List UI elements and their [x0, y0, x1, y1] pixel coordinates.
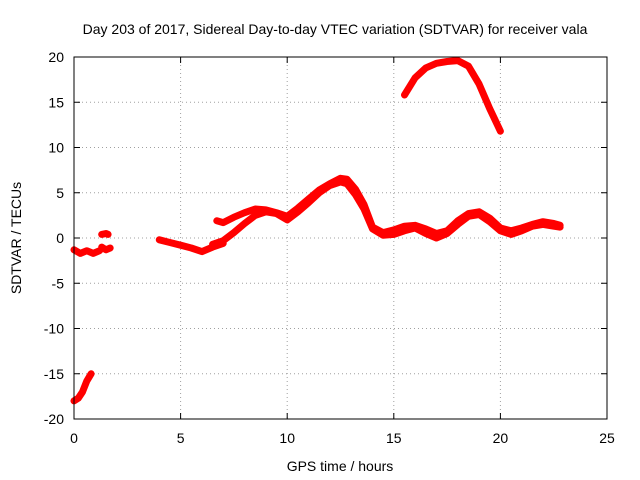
y-tick-label: -10 — [44, 321, 64, 337]
x-tick-label: 5 — [177, 430, 185, 446]
y-tick-label: -15 — [44, 366, 64, 382]
y-tick-label: 20 — [48, 49, 64, 65]
x-tick-label: 15 — [386, 430, 402, 446]
chart-title: Day 203 of 2017, Sidereal Day-to-day VTE… — [83, 21, 588, 37]
x-tick-label: 10 — [279, 430, 295, 446]
x-tick-label: 25 — [599, 430, 615, 446]
series-line-arc-2 — [70, 246, 104, 257]
series-line-arc-4 — [98, 230, 112, 238]
y-axis-label: SDTVAR / TECUs — [8, 182, 24, 294]
series-group — [70, 57, 564, 405]
plot-frame — [73, 56, 608, 420]
series-line-arc-1 — [70, 370, 95, 405]
y-tick-label: 10 — [48, 140, 64, 156]
grid — [74, 57, 607, 419]
y-axis-ticks: -20 -15 -10 -5 0 5 10 15 20 — [44, 49, 607, 427]
x-tick-label: 20 — [493, 430, 509, 446]
series-line-arc-8 — [401, 57, 504, 135]
y-tick-label: 0 — [56, 230, 64, 246]
y-tick-label: 5 — [56, 185, 64, 201]
x-axis-label: GPS time / hours — [287, 458, 394, 474]
y-tick-label: -20 — [44, 411, 64, 427]
series-line-arc-3 — [98, 243, 114, 254]
y-tick-label: -5 — [52, 275, 65, 291]
x-axis-ticks: 0 5 10 15 20 25 — [70, 57, 615, 446]
y-tick-label: 15 — [48, 94, 64, 110]
x-tick-label: 0 — [70, 430, 78, 446]
series-line-arc-7 — [213, 174, 564, 237]
